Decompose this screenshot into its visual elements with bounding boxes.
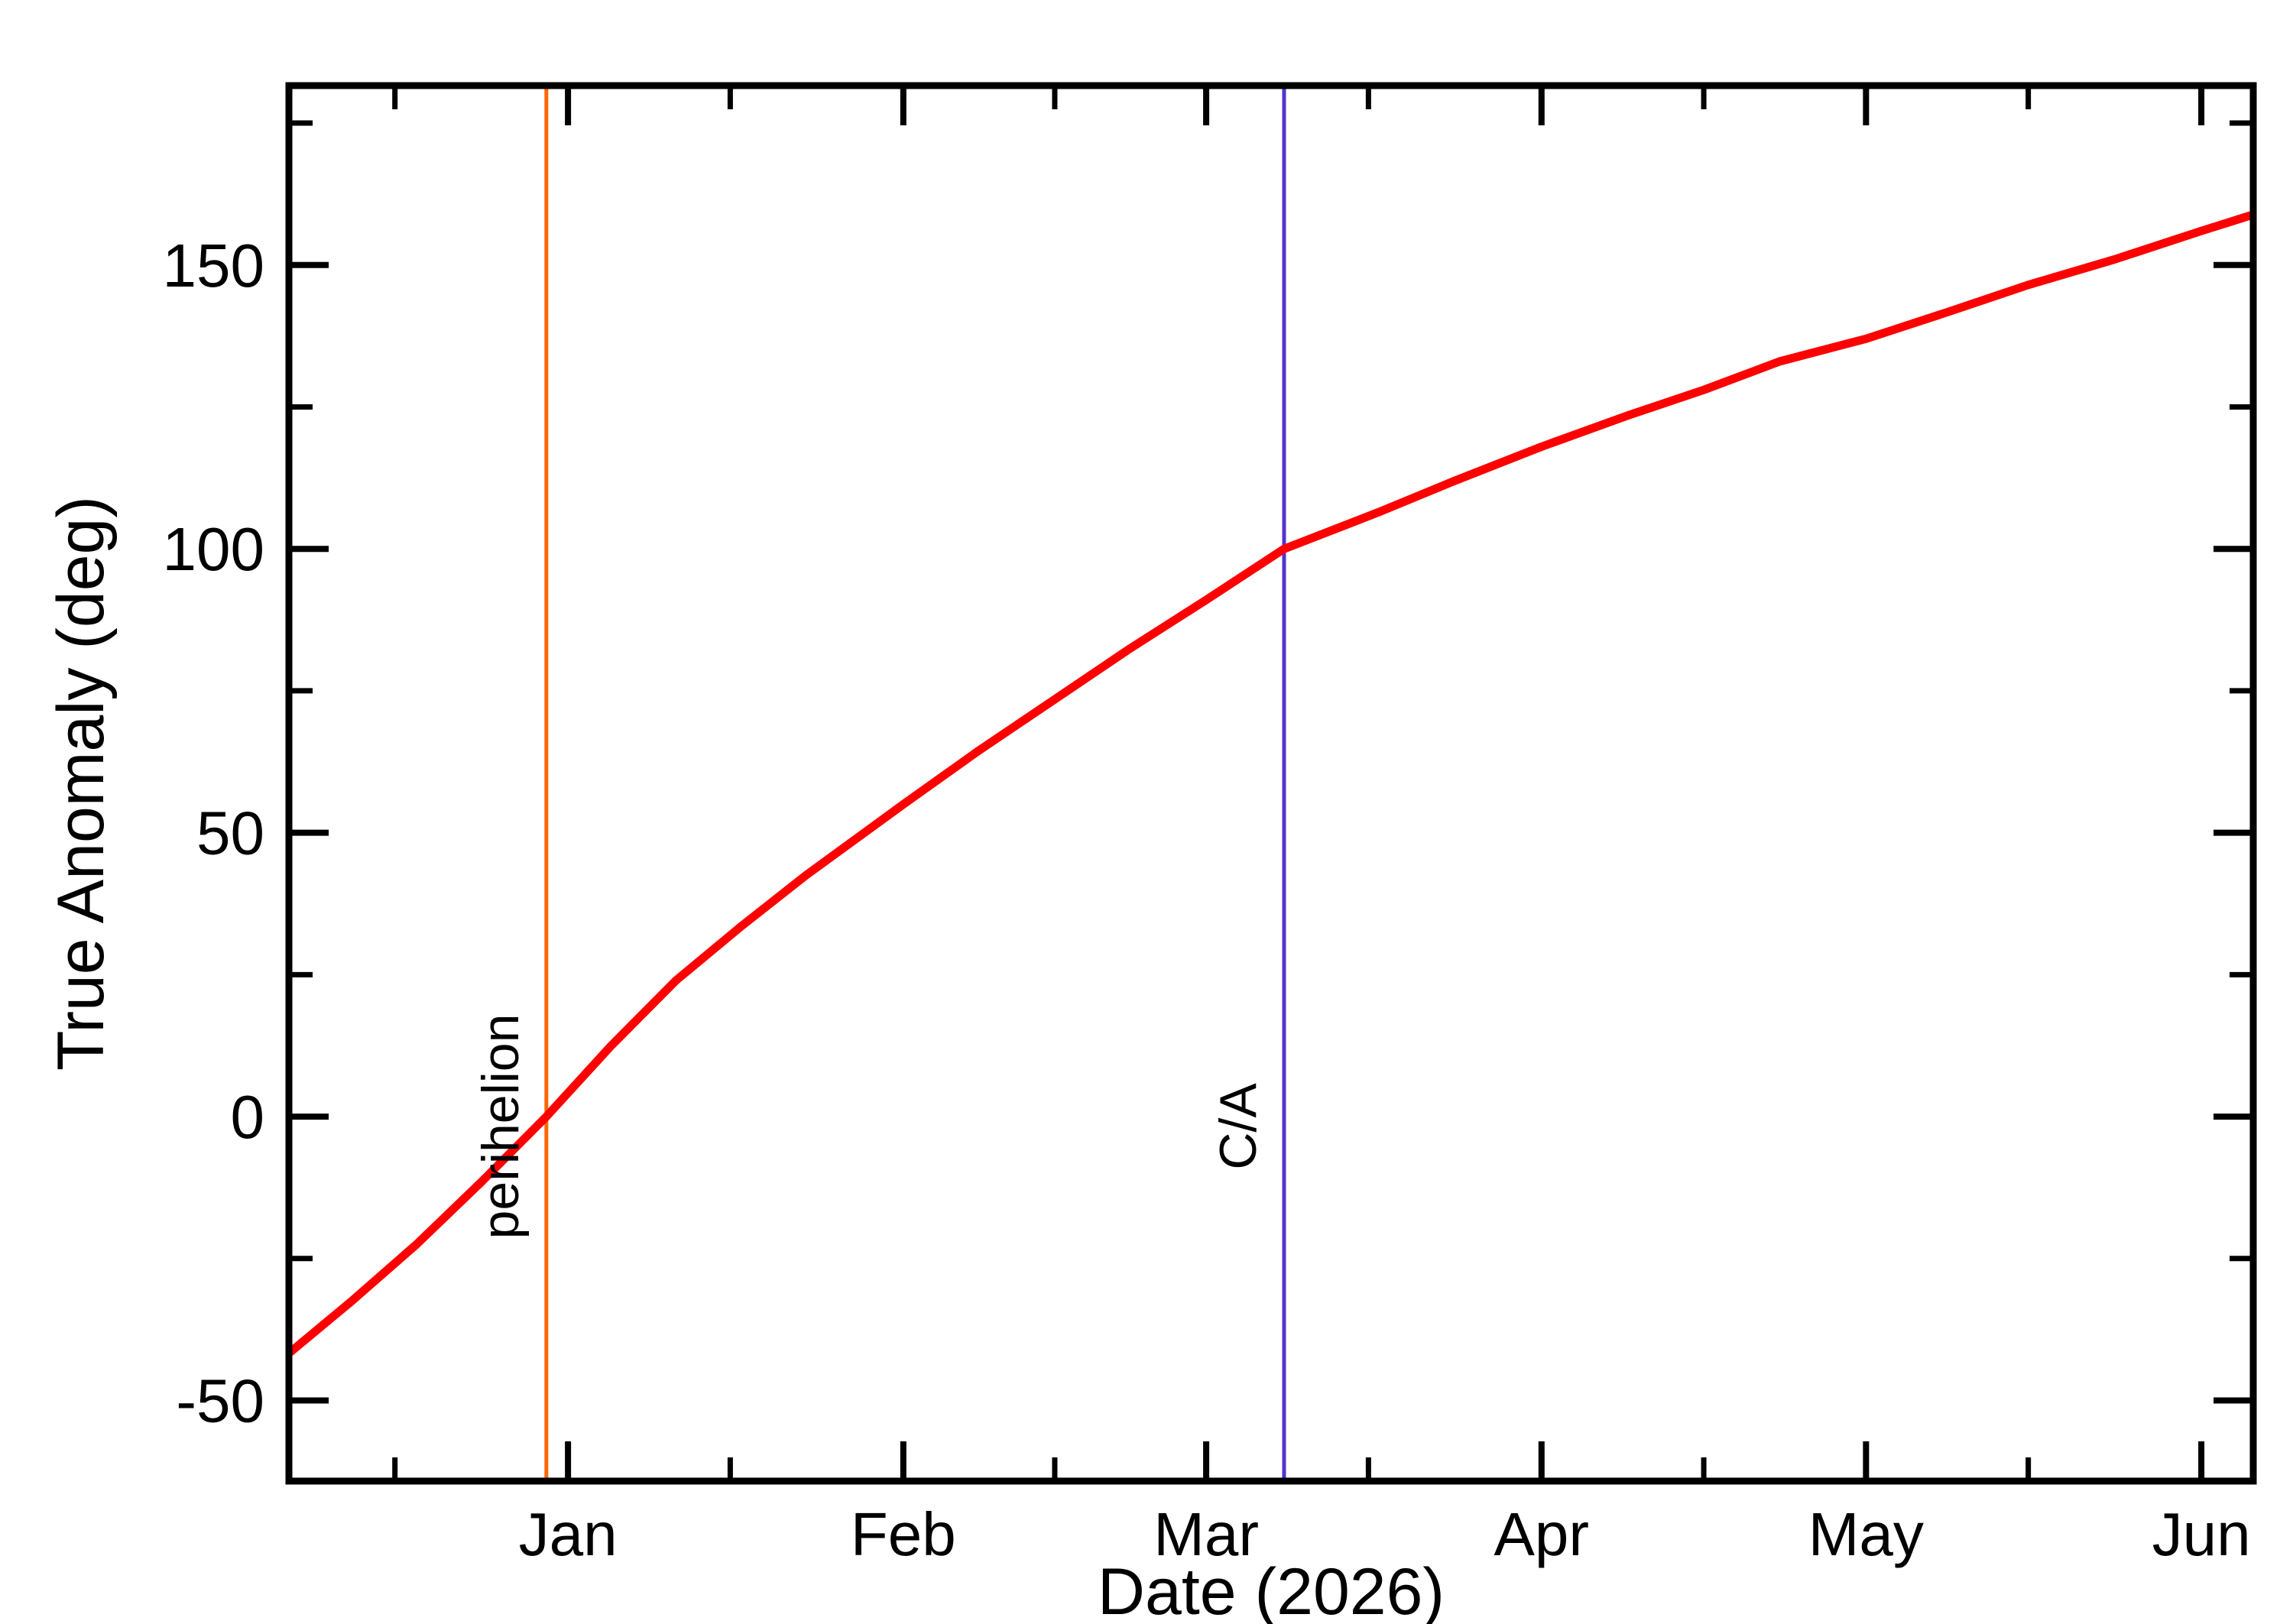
y-axis-title: True Anomaly (deg): [44, 496, 118, 1071]
close-approach-label: C/A: [1209, 1083, 1267, 1170]
axis-ticks: [289, 86, 2253, 1481]
x-tick-label: May: [1808, 1500, 1924, 1568]
y-tick-label: -50: [176, 1367, 264, 1435]
x-tick-label: Mar: [1153, 1500, 1259, 1568]
perihelion-label: perihelion: [472, 1014, 530, 1240]
y-tick-label: 100: [163, 515, 264, 583]
annotation-labels: perihelion C/A: [472, 1014, 1267, 1240]
x-tick-label: Jan: [519, 1500, 618, 1568]
y-tick-label: 0: [231, 1083, 265, 1151]
x-tick-label: Feb: [851, 1500, 956, 1568]
annotation-lines: [544, 86, 1286, 1481]
y-tick-label: 150: [163, 232, 264, 300]
x-tick-label: Apr: [1494, 1500, 1590, 1568]
plot-frame: [285, 82, 2257, 1485]
true-anomaly-curve: [289, 210, 2253, 1359]
axis-tick-labels: Jan Feb Mar Apr May Jun -50 0 50 100 150: [163, 232, 2251, 1568]
x-axis-title: Date (2026): [1098, 1555, 1445, 1624]
x-tick-label: Jun: [2152, 1500, 2251, 1568]
y-tick-label: 50: [196, 799, 264, 867]
